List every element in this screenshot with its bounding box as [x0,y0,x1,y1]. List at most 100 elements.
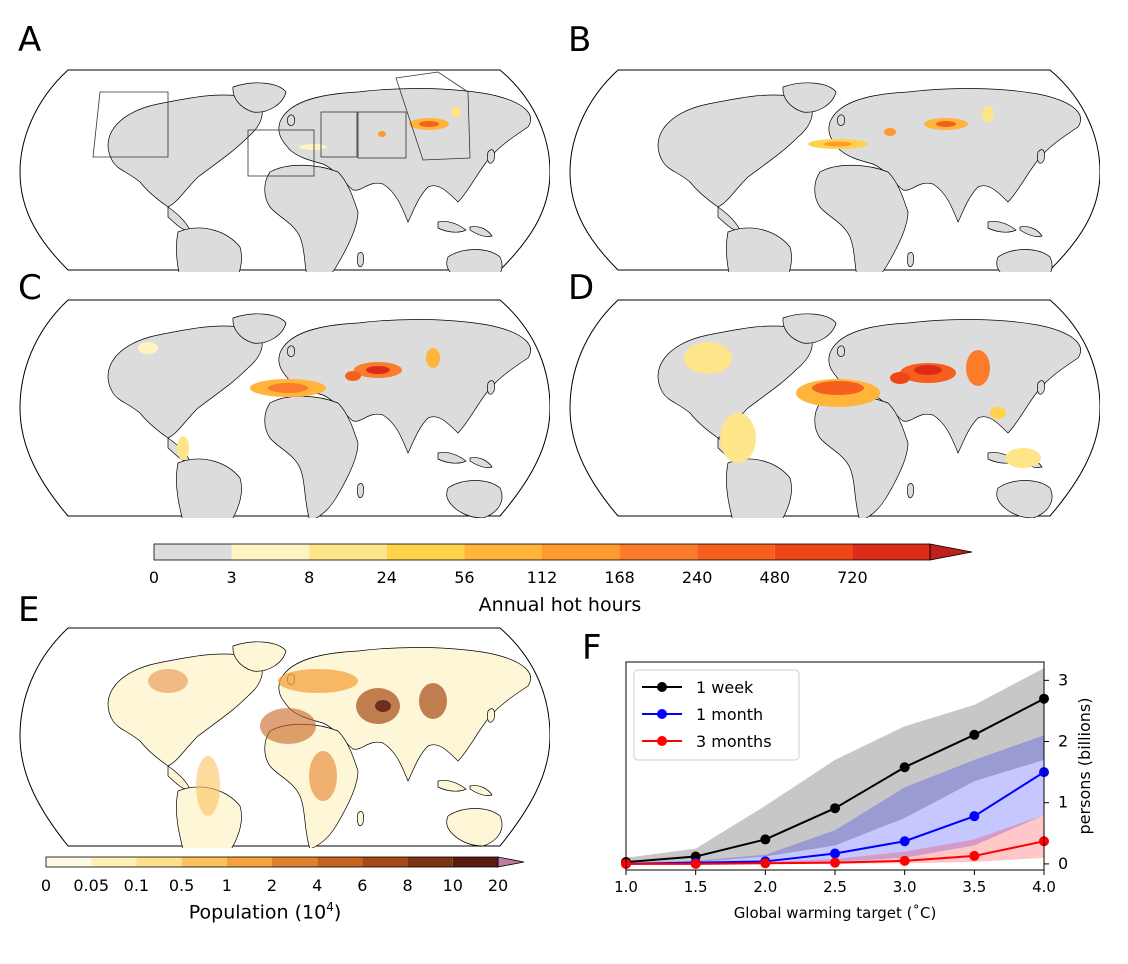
population-title-close: ) [333,901,342,924]
legend-marker [657,709,667,719]
legend-label: 3 months [696,732,772,751]
map-panel-a [19,69,550,272]
confidence-band [626,735,1044,864]
y-tick-label: 2 [1058,732,1068,751]
data-point [969,729,980,740]
region-boxes [92,71,471,177]
y-tick-label: 3 [1058,670,1068,689]
colorbar-tick-label: 2 [266,876,278,895]
colorbar-tick-label: 10 [442,876,463,895]
hot-hours-overlay [808,106,994,149]
population-title-exponent: 4 [326,900,334,914]
hot-hours-colorbar-title: Annual hot hours [478,594,642,616]
colorbar-cell [154,544,232,560]
legend-box [633,669,800,761]
population-title-text: Population (10 [188,901,327,924]
legend-label: 1 month [696,705,763,724]
legend-label: 1 week [696,678,754,697]
colorbar-tick-label: 168 [604,568,635,587]
colorbar-tick-label: 56 [454,568,475,587]
y-ticks: 0 1 2 3 [1044,670,1068,873]
x-ticks: 1.0 1.5 2.0 2.5 3.0 3.5 4.0 [614,870,1056,896]
colorbar-tick-label: 0 [40,876,52,895]
hot-hours-overlay [138,342,440,460]
x-tick-label: 1.5 [684,878,708,896]
data-point [899,836,910,847]
colorbar-cell [317,857,363,867]
data-point [969,811,980,822]
colorbar-tick-label: 3 [226,568,237,587]
hot-hours-overlay [299,106,461,150]
colorbar-tick-label: 0.5 [168,876,195,895]
colorbar-cell [452,857,498,867]
colorbar-cells [46,857,498,867]
x-tick-label: 4.0 [1032,878,1056,896]
panel-label-e: E [18,590,40,630]
colorbar-tick-label: 0 [148,568,160,587]
colorbar-cell [231,544,310,560]
map-panel-c [19,299,550,518]
x-axis-label: Global warming target (˚C) [734,904,937,922]
map-panel-e [19,627,550,848]
hot-hours-colorbar [153,543,973,561]
colorbar-tick-label: 240 [681,568,713,587]
colorbar-cell [852,544,930,560]
x-tick-label: 2.5 [823,878,847,896]
colorbar-cells [154,544,930,560]
colorbar-tick-label: 8 [402,876,413,895]
map-panel-b [569,69,1100,272]
legend: 1 week 1 month 3 months [633,669,800,761]
colorbar-tick-label: 0.1 [123,876,150,895]
colorbar-cell [46,857,92,867]
x-tick-label: 3.5 [962,878,986,896]
data-point [830,848,840,859]
panel-label-d: D [568,268,595,308]
hot-hours-overlay [684,342,1041,468]
colorbar-tick-label: 112 [526,568,558,587]
colorbar-cell [226,857,272,867]
population-colorbar [45,856,525,868]
x-tick-label: 2.0 [753,878,777,896]
y-tick-label: 1 [1058,793,1068,812]
panel-label-b: B [568,20,592,60]
data-point [830,803,840,814]
colorbar-extend-arrow [929,543,973,561]
confidence-band [626,814,1044,864]
colorbar-cell [407,857,453,867]
data-point [760,858,771,869]
data-point [690,858,701,869]
x-tick-label: 1.0 [614,878,638,896]
data-point [969,850,980,861]
colorbar-cell [309,544,387,560]
legend-marker [657,682,667,692]
colorbar-cell [619,544,698,560]
confidence-band [626,668,1044,864]
colorbar-cell [91,857,137,867]
colorbar-cell [272,857,318,867]
colorbar-tick-label: 480 [759,568,791,587]
colorbar-tick-label: 6 [357,876,368,895]
data-point [899,855,910,866]
data-point [760,834,771,845]
line-chart-f: 1.0 1.5 2.0 2.5 3.0 3.5 4.0 0 1 2 3 Global warmin… [614,661,1094,922]
colorbar-cell [181,857,227,867]
y-tick-label: 0 [1058,854,1068,873]
colorbar-extend-arrow [497,856,525,868]
colorbar-cell [464,544,542,560]
colorbar-tick-label: 4 [312,876,323,895]
colorbar-cell [386,544,465,560]
population-colorbar-title: Population (104) [90,900,440,923]
colorbar-tick-label: 8 [304,568,315,587]
population-overlay [148,669,447,816]
colorbar-cell [362,857,408,867]
colorbar-tick-label: 0.05 [73,876,109,895]
confidence-bands [626,668,1044,864]
y-axis-label: persons (billions) [1075,698,1094,835]
colorbar-tick-label: 720 [837,568,868,587]
panel-label-a: A [18,20,42,60]
colorbar-tick-label: 20 [487,876,509,895]
legend-marker [657,736,667,746]
colorbar-tick-label: 1 [221,876,232,895]
colorbar-cell [697,544,775,560]
x-tick-label: 3.0 [893,878,917,896]
